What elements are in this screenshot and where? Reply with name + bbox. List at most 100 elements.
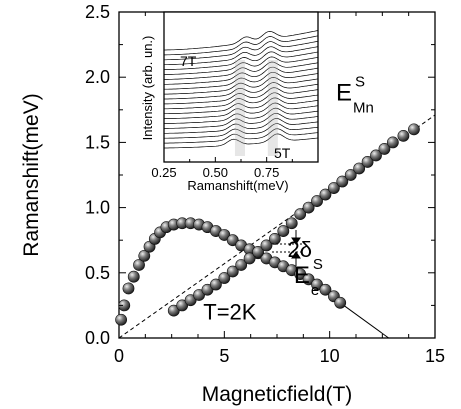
inset-x-tick-label: 0.75 bbox=[254, 165, 279, 180]
data-point bbox=[370, 149, 382, 162]
inset-x-tick-label: 0.50 bbox=[203, 165, 228, 180]
inset-top-field: 7T bbox=[180, 53, 197, 69]
main-tick-labels: 0 5 10 15 0.0 0.5 1.0 1.5 2.0 2.5 bbox=[85, 2, 445, 366]
inset-trace bbox=[164, 92, 319, 110]
e_label: E Se bbox=[294, 256, 323, 299]
data-point bbox=[138, 249, 151, 262]
delta-arrows bbox=[272, 230, 304, 266]
svg-text:Mn: Mn bbox=[353, 100, 374, 117]
inset-peak-shade bbox=[267, 60, 278, 156]
data-point bbox=[226, 265, 239, 278]
data-point bbox=[311, 195, 323, 207]
inset-x-tick-label: 0.25 bbox=[151, 165, 176, 180]
data-point bbox=[201, 283, 214, 296]
data-points bbox=[115, 123, 420, 326]
inset-trace bbox=[164, 118, 319, 134]
data-point bbox=[133, 259, 145, 271]
inset-trace bbox=[164, 133, 319, 149]
data-point bbox=[268, 232, 281, 245]
data-point bbox=[218, 229, 231, 241]
inset-trace bbox=[164, 102, 319, 119]
x-tick-label: 15 bbox=[425, 346, 445, 366]
svg-text:S: S bbox=[313, 256, 323, 273]
inset-ticks: 0.25 0.50 0.75 bbox=[151, 157, 319, 180]
data-point bbox=[386, 136, 399, 149]
inset-peak-shade bbox=[234, 60, 245, 156]
data-point bbox=[193, 289, 205, 301]
inset-bottom-field: 5T bbox=[274, 145, 291, 161]
inset-trace bbox=[164, 46, 319, 66]
inset-trace bbox=[164, 112, 319, 129]
data-point bbox=[122, 282, 135, 295]
inset-xlabel: Ramanshift(meV) bbox=[187, 178, 288, 193]
y-tick-label: 1.5 bbox=[85, 132, 110, 152]
inset-trace bbox=[164, 66, 319, 85]
data-point bbox=[184, 294, 197, 307]
y-tick-label: 0.5 bbox=[85, 263, 110, 283]
inset-traces bbox=[164, 30, 319, 156]
inset-trace bbox=[164, 123, 319, 139]
data-point bbox=[243, 252, 256, 265]
data-point bbox=[302, 201, 315, 214]
data-point bbox=[361, 156, 374, 168]
y-tick-label: 2.0 bbox=[85, 67, 110, 87]
data-point bbox=[294, 208, 307, 221]
inset-trace bbox=[164, 40, 319, 61]
x-axis-label: Magneticfield(T) bbox=[202, 383, 353, 406]
inset: 0.25 0.50 0.75 Intensity (arb. un.) Ramans… bbox=[140, 11, 319, 193]
data-point bbox=[302, 273, 315, 286]
data-point bbox=[319, 283, 332, 296]
data-point bbox=[252, 246, 264, 258]
x-tick-label: 10 bbox=[320, 346, 340, 366]
data-point bbox=[218, 272, 231, 284]
inset-trace bbox=[164, 82, 319, 100]
x-tick-label: 5 bbox=[219, 346, 229, 366]
temp_label: T=2K bbox=[203, 300, 257, 325]
data-point bbox=[127, 270, 140, 283]
data-point bbox=[118, 299, 131, 312]
data-point bbox=[210, 278, 222, 291]
inset-trace bbox=[164, 128, 319, 144]
inset-trace bbox=[164, 35, 319, 56]
data-point bbox=[226, 234, 239, 247]
data-point bbox=[344, 169, 357, 181]
y-tick-label: 1.0 bbox=[85, 198, 110, 218]
y-axis-label: Ramanshift(meV) bbox=[20, 93, 43, 256]
data-point bbox=[115, 313, 128, 326]
data-point bbox=[334, 296, 347, 309]
inset-trace bbox=[164, 107, 319, 124]
data-point bbox=[294, 268, 307, 281]
data-point bbox=[353, 162, 366, 175]
inset-trace bbox=[164, 51, 319, 70]
inset-trace bbox=[164, 56, 319, 75]
inset-trace bbox=[164, 61, 319, 80]
data-point bbox=[408, 123, 420, 136]
data-point bbox=[336, 175, 349, 188]
y-tick-label: 2.5 bbox=[85, 2, 110, 22]
y-tick-label: 0.0 bbox=[85, 328, 110, 348]
data-point bbox=[378, 143, 391, 155]
solid-guide-line bbox=[339, 302, 389, 339]
data-point bbox=[319, 188, 332, 201]
inset-trace bbox=[164, 77, 319, 95]
inset-trace bbox=[164, 71, 319, 90]
inset-ylabel: Intensity (arb. un.) bbox=[140, 36, 155, 141]
x-tick-label: 0 bbox=[114, 346, 124, 366]
main-ticks bbox=[118, 11, 436, 339]
data-point bbox=[277, 225, 290, 237]
data-point bbox=[176, 299, 189, 312]
svg-text:S: S bbox=[355, 74, 365, 91]
data-point bbox=[397, 129, 410, 142]
data-point bbox=[260, 239, 273, 252]
data-point bbox=[167, 304, 180, 317]
inset-trace bbox=[164, 97, 319, 115]
data-point bbox=[327, 182, 340, 194]
inset-trace bbox=[164, 30, 319, 51]
data-point bbox=[311, 278, 323, 291]
svg-text:E: E bbox=[336, 80, 352, 107]
svg-text:e: e bbox=[311, 282, 319, 299]
svg-text:E: E bbox=[294, 262, 310, 289]
data-point bbox=[235, 259, 248, 271]
